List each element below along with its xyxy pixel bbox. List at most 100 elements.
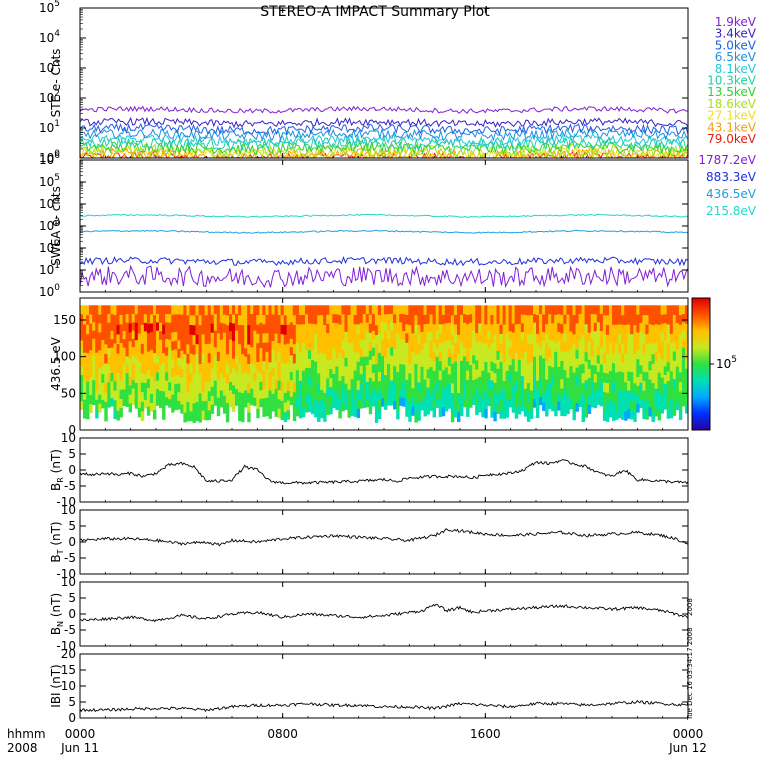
pad-cell [216, 305, 221, 315]
pad-cell [149, 323, 154, 333]
pad-cell [487, 380, 491, 390]
pad-cell [396, 381, 400, 391]
pad-cell [89, 376, 93, 387]
pad-cell [256, 370, 260, 381]
pad-cell [609, 370, 613, 381]
pad-cell [469, 305, 473, 315]
pad-cell [314, 324, 318, 334]
pad-cell [186, 363, 190, 374]
pad-cell [332, 399, 336, 409]
pad-cell [551, 349, 555, 359]
pad-cell [314, 389, 318, 399]
pad-cell [639, 330, 643, 340]
pad-cell [201, 324, 205, 335]
pad-cell [526, 324, 531, 335]
pad-cell [654, 333, 658, 343]
pad-cell [247, 334, 251, 345]
pad-cell [654, 406, 658, 417]
pad-cell [171, 332, 175, 342]
pad-cell [159, 373, 163, 383]
pad-cell [447, 339, 452, 349]
pad-cell [216, 379, 221, 389]
pad-cell [283, 344, 288, 355]
pad-cell [426, 323, 430, 333]
pad-cell [332, 330, 336, 340]
pad-cell [274, 314, 278, 325]
pad-cell [359, 331, 364, 341]
pad-cell [128, 305, 132, 315]
pad-cell [463, 389, 467, 399]
pad-cell [356, 342, 360, 353]
pad-cell [143, 373, 148, 383]
pad-cell [107, 356, 111, 366]
pad-cell [511, 403, 516, 413]
pad-cell [505, 333, 509, 343]
pad-cell [104, 372, 108, 383]
pad-cell [207, 305, 212, 316]
pad-cell [320, 408, 324, 419]
pad-cell [232, 314, 236, 324]
pad-cell [602, 362, 607, 373]
pad-cell [344, 348, 348, 358]
pad-cell [414, 402, 418, 413]
pad-cell [493, 334, 497, 345]
pad-cell [405, 370, 409, 380]
pad-cell [481, 370, 485, 381]
pad-cell [165, 313, 169, 323]
bn-ytick-label: -5 [64, 623, 76, 637]
pad-cell [520, 402, 525, 412]
pad-cell [633, 334, 637, 345]
pad-cell [110, 305, 114, 315]
pad-cell [311, 323, 315, 333]
pad-cell [444, 384, 449, 394]
pad-cell [314, 370, 318, 381]
pad-cell [168, 330, 172, 340]
pad-cell [499, 352, 503, 363]
pad-cell [429, 384, 433, 394]
pad-cell [551, 340, 555, 350]
pad-cell [365, 390, 370, 399]
pad-cell [305, 385, 309, 395]
pad-cell [365, 373, 370, 382]
pad-cell [292, 334, 297, 345]
pad-cell [517, 395, 522, 406]
pad-cell [204, 324, 208, 335]
bt-frame [79, 509, 689, 575]
pad-cell [137, 407, 142, 418]
pad-cell [657, 305, 661, 316]
pad-cell [627, 343, 631, 353]
pad-cell [526, 353, 531, 364]
pad-cell [548, 322, 552, 332]
pad-cell [192, 334, 196, 345]
pad-cell [681, 313, 686, 323]
pad-cell [457, 353, 461, 364]
pad-cell [569, 339, 573, 349]
pad-cell [222, 404, 227, 414]
pad-cell [216, 333, 221, 343]
pad-cell [393, 357, 397, 367]
pad-cell [645, 314, 649, 325]
pad-cell [156, 397, 160, 406]
pad-cell [639, 390, 643, 400]
pad-cell [438, 361, 443, 371]
pad-cell [514, 314, 519, 325]
pad-cell [645, 333, 649, 344]
pad-cell [490, 333, 494, 343]
pad-cell [280, 352, 284, 363]
pad-cell [250, 388, 254, 397]
pad-cell [308, 331, 312, 342]
pad-cell [457, 315, 461, 326]
pad-cell [131, 388, 136, 397]
pad-cell [98, 367, 102, 377]
pad-cell [83, 324, 87, 334]
pad-cell [654, 342, 658, 352]
pad-cell [399, 355, 403, 365]
pad-cell [493, 372, 497, 383]
pad-cell [393, 400, 397, 410]
pad-cell [581, 402, 585, 413]
pad-cell [618, 371, 622, 381]
pad-cell [678, 381, 683, 392]
pad-cell [125, 356, 129, 365]
pad-cell [292, 343, 297, 354]
pad-cell [250, 380, 254, 389]
